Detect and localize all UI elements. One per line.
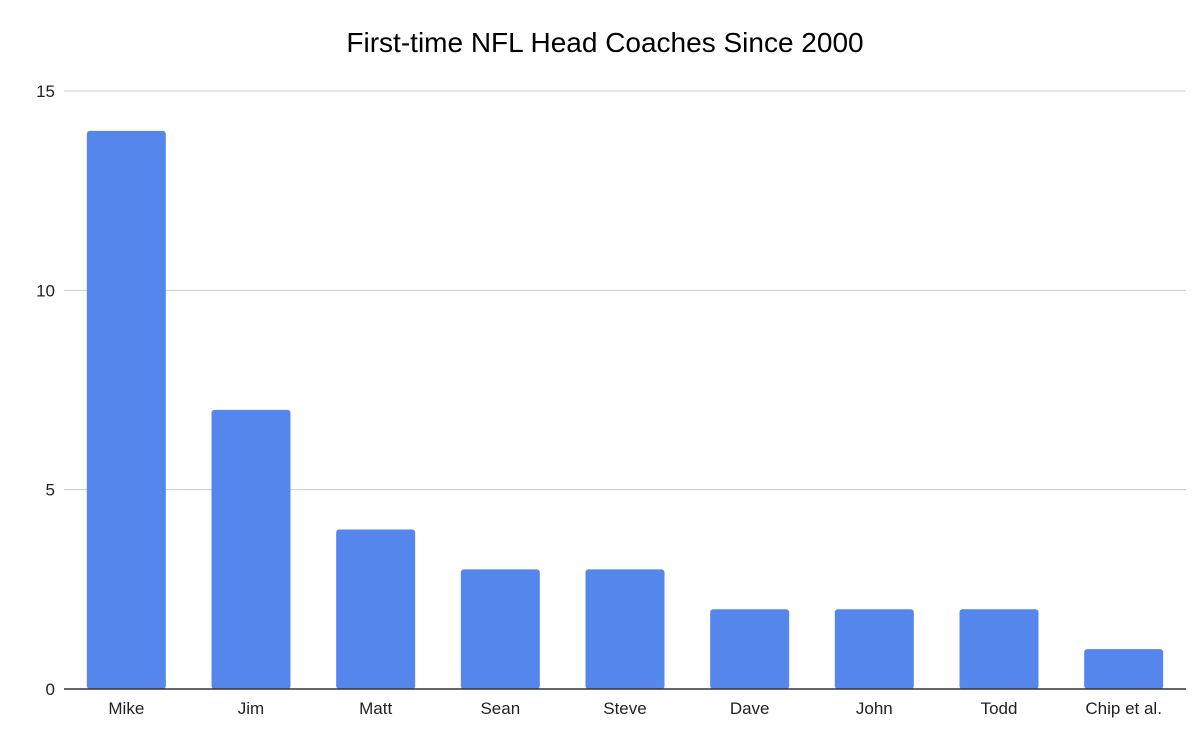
bar-dave [710,609,790,689]
bars [86,130,1164,689]
x-tick-label: Dave [730,699,770,718]
x-tick-label: Matt [359,699,392,718]
y-axis-ticks: 0 5 10 15 [36,82,55,699]
x-axis-ticks: Mike Jim Matt Sean Steve Dave John Todd Chip et … [108,699,1162,718]
y-tick-label: 15 [36,82,55,101]
bar-todd [959,609,1039,689]
y-tick-label: 5 [46,481,55,500]
bar-steve [585,569,665,689]
bar-john [834,609,914,689]
x-tick-label: John [856,699,893,718]
x-tick-label: Jim [238,699,264,718]
x-tick-label: Chip et al. [1085,699,1162,718]
x-tick-label: Todd [981,699,1018,718]
bar-matt [336,529,416,689]
bar-chip-et-al [1084,649,1164,689]
chart-title: First-time NFL Head Coaches Since 2000 [346,27,863,58]
x-tick-label: Steve [603,699,646,718]
y-tick-label: 0 [46,680,55,699]
bar-sean [460,569,540,689]
bar-mike [86,130,166,689]
x-tick-label: Sean [480,699,520,718]
y-tick-label: 10 [36,281,55,300]
x-tick-label: Mike [108,699,144,718]
bar-jim [211,409,291,689]
